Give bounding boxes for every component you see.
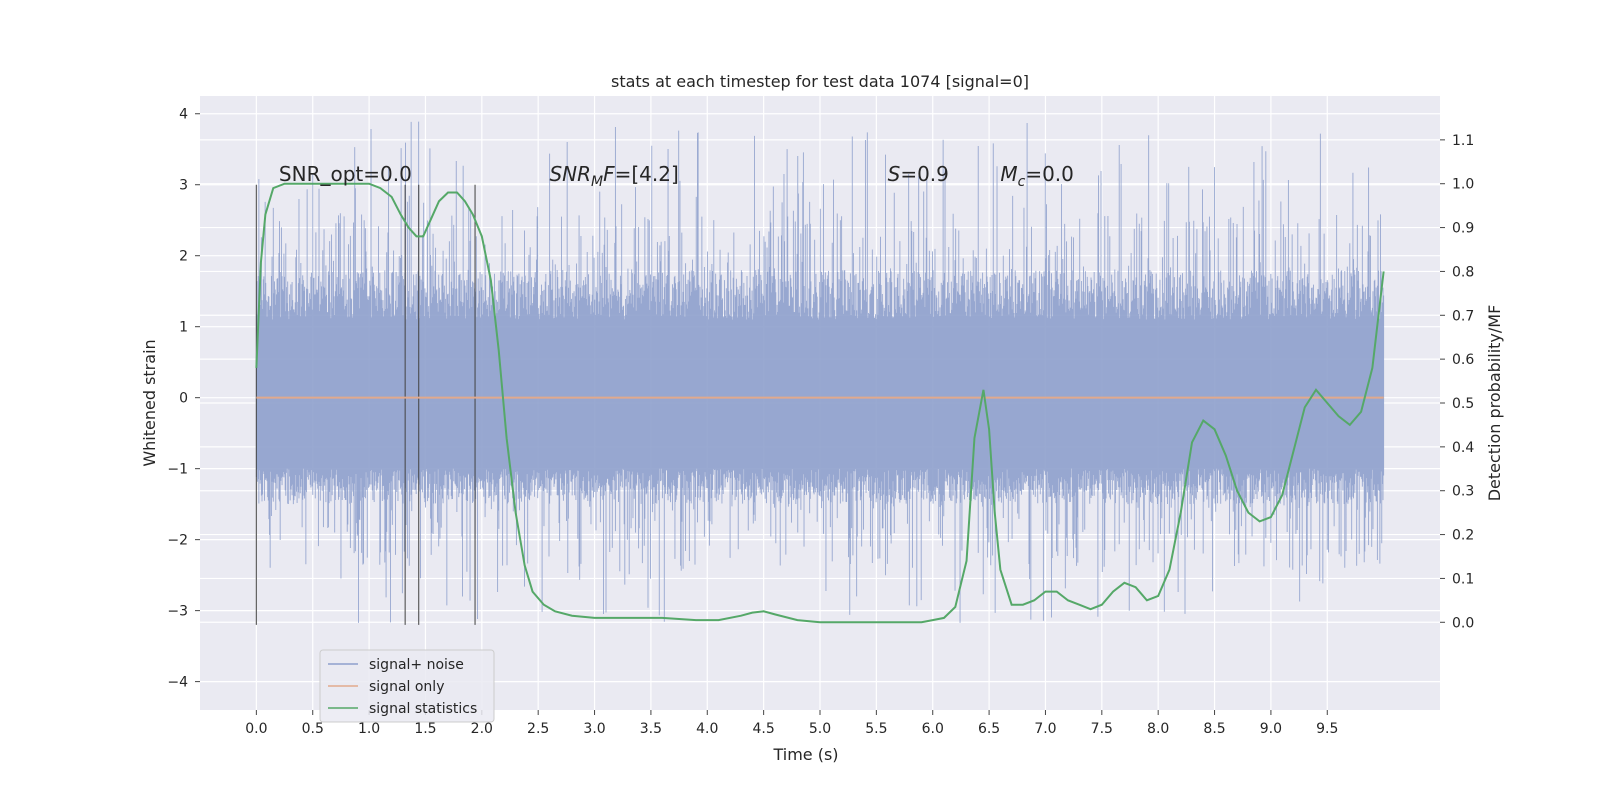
- legend-label-signal-only: signal only: [369, 679, 444, 695]
- signal-statistics-line: [255, 182, 1385, 624]
- x-tick-label: 9.0: [1260, 721, 1282, 737]
- y2-tick-label: 0.4: [1452, 440, 1474, 456]
- y-axis-ticks: −4 −3 −2 −1 0 1 2 3 4: [167, 107, 200, 691]
- x-tick-label: 8.0: [1147, 721, 1169, 737]
- x-axis-ticks: 0.0 0.5 1.0 1.5 2.0 2.5 3.0 3.5 4.0 4.5 5.0 5.5 6.0 6…: [245, 710, 1338, 737]
- y2-tick-label: 0.8: [1452, 264, 1474, 280]
- y2-tick-label: 0.2: [1452, 528, 1474, 544]
- legend: signal+ noise signal only signal statist…: [319, 649, 495, 723]
- legend-box: [319, 649, 495, 723]
- x-tick-label: 3.5: [640, 721, 662, 737]
- chart-title: stats at each timestep for test data 107…: [611, 72, 1029, 91]
- y2-tick-label: 1.0: [1452, 177, 1474, 193]
- y2-axis-ticks: 0.0 0.1 0.2 0.3 0.4 0.5 0.6 0.7 0.8 0.9 1.0 1.1: [1440, 133, 1474, 631]
- x-tick-label: 1.0: [358, 721, 380, 737]
- x-tick-label: 4.0: [696, 721, 718, 737]
- x-tick-label: 2.0: [471, 721, 493, 737]
- y-tick-label: 2: [179, 249, 188, 265]
- x-tick-label: 0.5: [302, 721, 324, 737]
- y2-tick-label: 0.3: [1452, 484, 1474, 500]
- annotation: Mc=0.0: [1000, 162, 1074, 190]
- x-tick-label: 6.5: [978, 721, 1000, 737]
- annotations: SNR_opt=0.0 SNRMF=[4.2] S=0.9 Mc=0.0: [279, 162, 1074, 190]
- annotation: SNRMF=[4.2]: [549, 162, 678, 190]
- y-tick-label: 3: [179, 178, 188, 194]
- x-tick-label: 8.5: [1203, 721, 1225, 737]
- y-tick-label: −3: [167, 604, 188, 620]
- annotation: S=0.9: [888, 162, 949, 186]
- y2-tick-label: 0.9: [1452, 221, 1474, 237]
- x-axis-label: Time (s): [772, 745, 838, 764]
- y2-tick-label: 0.6: [1452, 352, 1474, 368]
- y-tick-label: −4: [167, 675, 188, 691]
- x-tick-label: 9.5: [1316, 721, 1338, 737]
- legend-label-signal-statistics: signal statistics: [369, 701, 477, 717]
- y-tick-label: −1: [167, 462, 188, 478]
- x-tick-label: 0.0: [245, 721, 267, 737]
- x-tick-label: 5.0: [809, 721, 831, 737]
- annotation: SNR_opt=0.0: [279, 162, 412, 186]
- y-tick-label: 1: [179, 320, 188, 336]
- y2-tick-label: 0.7: [1452, 308, 1474, 324]
- y-tick-label: −2: [167, 533, 188, 549]
- x-tick-label: 2.5: [527, 721, 549, 737]
- x-tick-label: 4.5: [753, 721, 775, 737]
- x-tick-label: 3.0: [583, 721, 605, 737]
- y2-tick-label: 1.1: [1452, 133, 1474, 149]
- marker-lines: [255, 184, 476, 625]
- y2-axis-label: Detection probability/MF: [1485, 305, 1504, 502]
- y2-tick-label: 0.0: [1452, 615, 1474, 631]
- x-tick-label: 5.5: [865, 721, 887, 737]
- x-tick-label: 1.5: [414, 721, 436, 737]
- x-tick-label: 7.0: [1034, 721, 1056, 737]
- y2-tick-label: 0.1: [1452, 571, 1474, 587]
- legend-label-signal-plus-noise: signal+ noise: [369, 657, 464, 673]
- y-tick-label: 4: [179, 107, 188, 123]
- y-tick-label: 0: [179, 391, 188, 407]
- y2-tick-label: 0.5: [1452, 396, 1474, 412]
- series-signal-statistics: [255, 182, 1385, 624]
- x-tick-label: 7.5: [1091, 721, 1113, 737]
- x-tick-label: 6.0: [922, 721, 944, 737]
- y-axis-label: Whitened strain: [140, 339, 159, 466]
